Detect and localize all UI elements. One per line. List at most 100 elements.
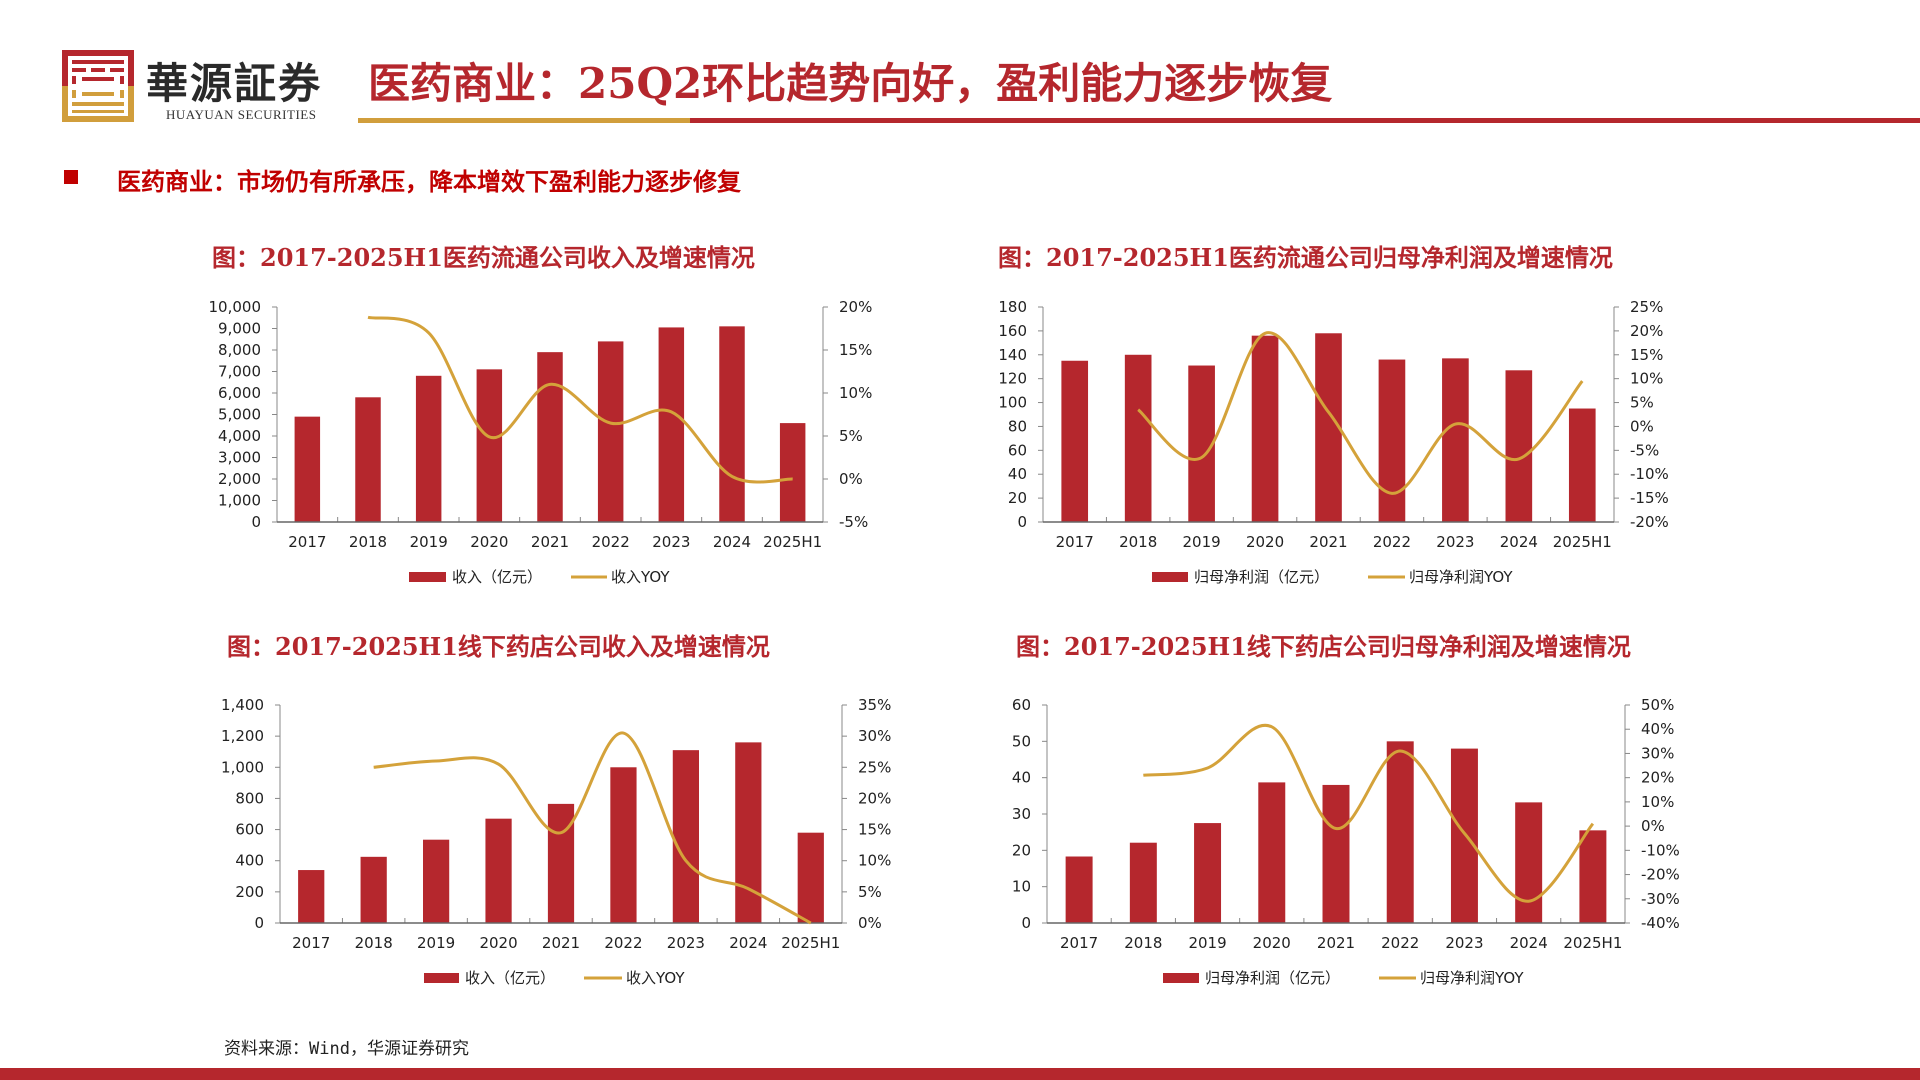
bar-2018 bbox=[1129, 842, 1157, 923]
y2-tick-label: -5% bbox=[839, 513, 868, 531]
y2-tick-label: 50% bbox=[1641, 696, 1674, 714]
y-tick-label: 10,000 bbox=[209, 298, 262, 316]
x-tick-label: 2025H1 bbox=[1563, 934, 1622, 952]
y2-tick-label: 30% bbox=[1641, 744, 1674, 762]
bar-2017 bbox=[294, 416, 321, 522]
y2-tick-label: -30% bbox=[1641, 890, 1680, 908]
y2-tick-label: 15% bbox=[839, 341, 872, 359]
x-tick-label: 2018 bbox=[349, 533, 387, 551]
y-tick-label: 600 bbox=[235, 821, 264, 839]
x-tick-label: 2022 bbox=[592, 533, 630, 551]
y-tick-label: 140 bbox=[998, 346, 1027, 364]
bar-2021 bbox=[537, 352, 563, 522]
legend-bar-label: 收入（亿元） bbox=[465, 969, 555, 987]
y2-tick-label: 20% bbox=[858, 789, 891, 807]
legend-bar-swatch bbox=[1152, 572, 1188, 582]
bar-2018 bbox=[360, 856, 387, 923]
x-tick-label: 2022 bbox=[1381, 934, 1419, 952]
bar-2024 bbox=[719, 326, 745, 522]
x-tick-label: 2019 bbox=[417, 934, 455, 952]
y-tick-label: 7,000 bbox=[218, 363, 261, 381]
x-tick-label: 2020 bbox=[470, 533, 508, 551]
y2-tick-label: -15% bbox=[1630, 489, 1669, 507]
bar-2022 bbox=[597, 341, 624, 522]
x-tick-label: 2024 bbox=[713, 533, 751, 551]
y2-tick-label: 20% bbox=[839, 298, 872, 316]
bar-2024 bbox=[1515, 802, 1543, 923]
chart-1: 0 1,000 2,000 3,000 4,000 5,000 6,000 7,000 8,00… bbox=[209, 298, 873, 586]
y-tick-label: 60 bbox=[1008, 441, 1027, 459]
bar-2025H1 bbox=[1579, 830, 1607, 923]
chart-4-title: 图：2017-2025H1线下药店公司归母净利润及增速情况 bbox=[1016, 632, 1631, 661]
x-tick-label: 2023 bbox=[1436, 533, 1474, 551]
brand-english-name: HUAYUAN SECURITIES bbox=[166, 107, 317, 122]
y-tick-label: 6,000 bbox=[218, 384, 261, 402]
y2-tick-label: 10% bbox=[858, 852, 891, 870]
bar-2020 bbox=[485, 818, 512, 923]
y2-tick-label: 0% bbox=[839, 470, 863, 488]
y-tick-label: 160 bbox=[998, 322, 1027, 340]
bar-2023 bbox=[1450, 748, 1478, 923]
y2-tick-label: 25% bbox=[858, 758, 891, 776]
chart-4: 0 10 20 30 40 50 60 -40% -30% -20% -10% 0% 10% 20% 30%… bbox=[1012, 696, 1680, 987]
y2-tick-label: 5% bbox=[1630, 394, 1654, 412]
x-tick-label: 2017 bbox=[1056, 533, 1094, 551]
y2-tick-label: -20% bbox=[1630, 513, 1669, 531]
y2-tick-label: 20% bbox=[1641, 769, 1674, 787]
y-tick-label: 60 bbox=[1012, 696, 1031, 714]
x-tick-label: 2020 bbox=[1246, 533, 1284, 551]
legend-bar-swatch bbox=[424, 973, 459, 983]
bar-2019 bbox=[1194, 823, 1222, 923]
huayuan-logo bbox=[62, 50, 134, 122]
bar-2021 bbox=[1322, 784, 1350, 923]
x-tick-label: 2018 bbox=[1124, 934, 1162, 952]
y-tick-label: 0 bbox=[1017, 513, 1027, 531]
yoy-line bbox=[367, 315, 793, 484]
y-tick-label: 8,000 bbox=[218, 341, 261, 359]
y2-tick-label: 30% bbox=[858, 727, 891, 745]
y2-tick-label: 15% bbox=[1630, 346, 1663, 364]
legend-bar-swatch bbox=[409, 572, 446, 582]
brand-name: 華源証券 bbox=[146, 59, 323, 108]
chart-3: 0 200 400 600 800 1,000 1,200 1,400 0% 5% 10% 15% 20… bbox=[221, 696, 891, 987]
x-tick-label: 2022 bbox=[604, 934, 642, 952]
y2-tick-label: -10% bbox=[1630, 465, 1669, 483]
x-tick-label: 2021 bbox=[542, 934, 580, 952]
legend-bar-label: 归母净利润（亿元） bbox=[1194, 568, 1329, 586]
yoy-line bbox=[373, 731, 812, 925]
bar-2023 bbox=[1442, 358, 1469, 522]
y-tick-label: 4,000 bbox=[218, 427, 261, 445]
y-tick-label: 40 bbox=[1012, 769, 1031, 787]
y2-tick-label: 0% bbox=[858, 914, 882, 932]
x-tick-label: 2024 bbox=[729, 934, 767, 952]
bar-2022 bbox=[610, 767, 637, 923]
y-tick-label: 10 bbox=[1012, 878, 1031, 896]
legend-line-label: 归母净利润YOY bbox=[1409, 568, 1513, 586]
x-tick-label: 2024 bbox=[1510, 934, 1548, 952]
y-tick-label: 1,000 bbox=[218, 492, 261, 510]
bar-2025H1 bbox=[797, 832, 824, 923]
page-title: 医药商业：25Q2环比趋势向好，盈利能力逐步恢复 bbox=[368, 59, 1333, 108]
bar-2017 bbox=[298, 870, 325, 923]
y-tick-label: 1,000 bbox=[221, 758, 264, 776]
bar-2023 bbox=[672, 750, 700, 923]
bar-2019 bbox=[415, 375, 442, 522]
footer-bar bbox=[0, 1068, 1920, 1080]
y-tick-label: 1,200 bbox=[221, 727, 264, 745]
bar-2021 bbox=[1315, 333, 1342, 522]
y-tick-label: 2,000 bbox=[218, 470, 261, 488]
x-tick-label: 2024 bbox=[1500, 533, 1538, 551]
x-tick-label: 2017 bbox=[288, 533, 326, 551]
x-tick-label: 2021 bbox=[1317, 934, 1355, 952]
y2-tick-label: 0% bbox=[1641, 817, 1665, 835]
y-tick-label: 100 bbox=[998, 394, 1027, 412]
x-tick-label: 2023 bbox=[652, 533, 690, 551]
legend-bar-label: 收入（亿元） bbox=[452, 568, 542, 586]
x-tick-label: 2025H1 bbox=[781, 934, 840, 952]
y-tick-label: 800 bbox=[235, 789, 264, 807]
y2-tick-label: -10% bbox=[1641, 841, 1680, 859]
title-rule-gold bbox=[358, 118, 690, 123]
x-tick-label: 2025H1 bbox=[763, 533, 822, 551]
x-tick-label: 2019 bbox=[1188, 934, 1226, 952]
legend-line-label: 收入YOY bbox=[611, 568, 670, 586]
